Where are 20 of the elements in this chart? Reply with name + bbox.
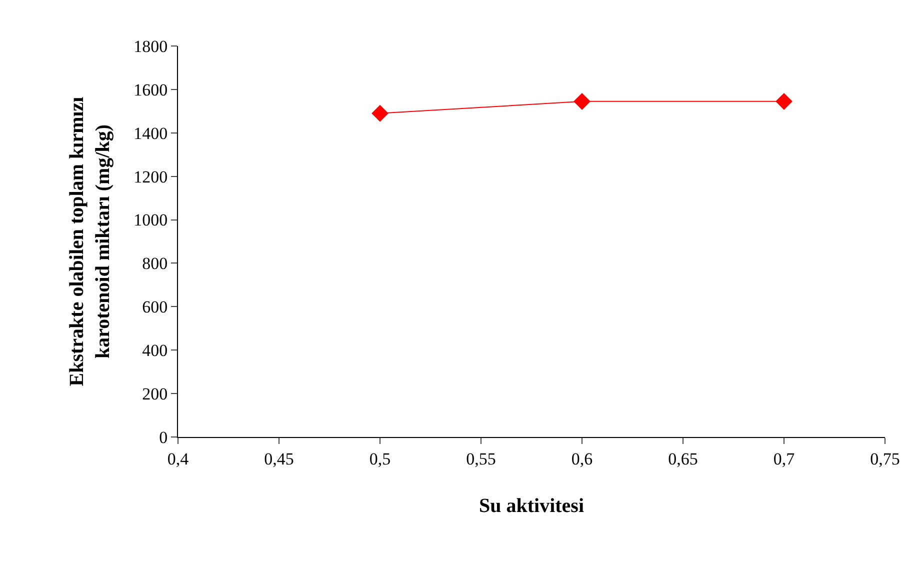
y-tick-label: 1600 (134, 80, 168, 100)
x-tick-label: 0,5 (369, 449, 391, 468)
y-tick-label: 1800 (134, 36, 168, 56)
x-tick-label: 0,6 (571, 449, 593, 468)
y-tick-label: 1400 (134, 124, 168, 143)
y-axis-title: Ekstrakte olabilen toplam kırmızı karotenoid miktarı (mg/kg) (66, 96, 114, 386)
y-tick-label: 200 (142, 384, 168, 404)
x-tick-label: 0,7 (773, 449, 796, 468)
y-tick-label: 400 (142, 341, 168, 360)
x-tick-label: 0,65 (668, 449, 698, 468)
x-tick-label: 0,75 (870, 449, 900, 468)
x-tick-label: 0,4 (167, 449, 190, 468)
y-tick-label: 0 (159, 428, 168, 447)
y-tick-label: 800 (142, 254, 168, 274)
x-axis-title: Su aktivitesi (478, 494, 584, 517)
y-tick-label: 1000 (134, 210, 168, 230)
x-tick-label: 0,55 (466, 449, 496, 468)
y-tick-label: 600 (142, 298, 168, 317)
x-tick-label: 0,45 (264, 449, 294, 468)
y-tick-label: 1200 (134, 167, 168, 186)
